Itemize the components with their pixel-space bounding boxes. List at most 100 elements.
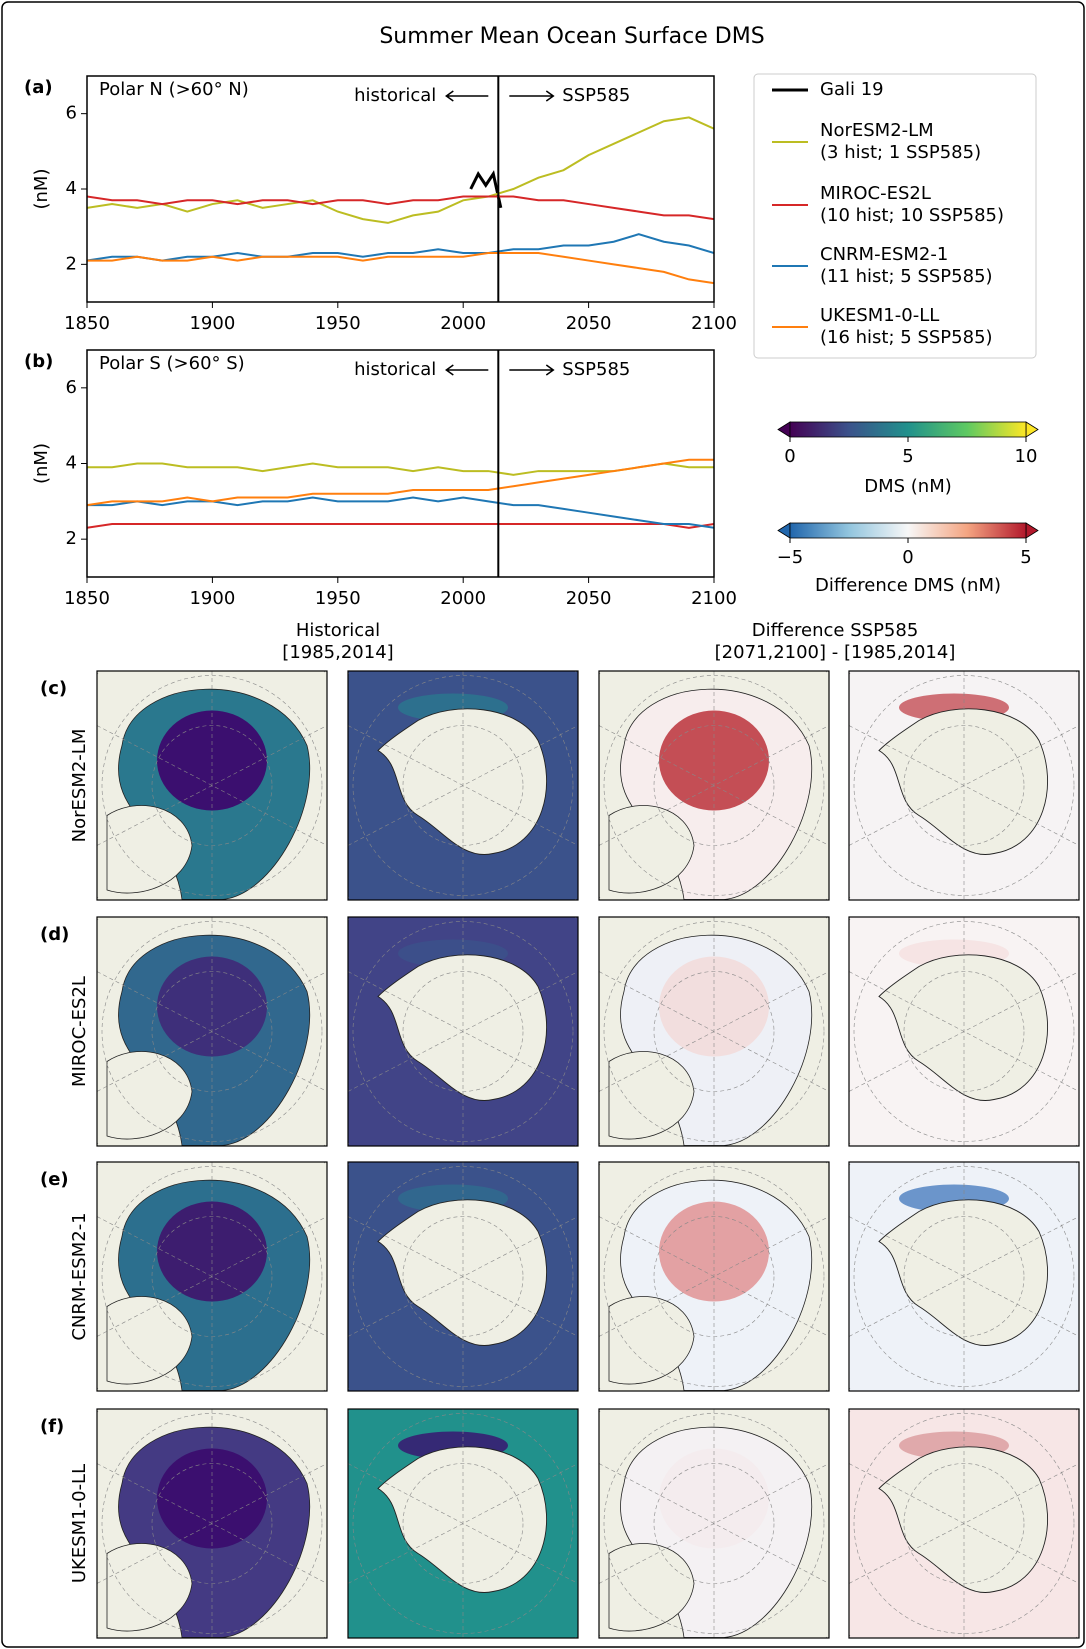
map [849, 1409, 1079, 1638]
series-line [87, 496, 714, 529]
map-graticule [348, 725, 578, 846]
map [97, 1409, 327, 1638]
map-land [608, 1543, 695, 1632]
map-graticule [853, 1166, 1075, 1387]
map-graticule [97, 1463, 327, 1584]
map-graticule [599, 725, 829, 846]
colorbar-tick-label: −5 [777, 547, 804, 568]
map-graticule [849, 971, 1079, 1092]
map-graticule [853, 675, 1075, 896]
x-tick-label: 2100 [691, 588, 737, 609]
map [348, 671, 578, 900]
map-land [106, 805, 193, 894]
map-graticule [151, 1216, 273, 1337]
map-ocean-center [659, 710, 769, 811]
colorbar-tick-label: 0 [902, 547, 913, 568]
colorbar-label: DMS (nM) [864, 476, 952, 497]
map-graticule [849, 1216, 1079, 1337]
row-panel-label: (d) [40, 924, 69, 945]
x-tick-label: 1900 [189, 588, 235, 609]
column-header: Historical [1985,2014] [282, 620, 394, 663]
y-axis-label: (nM) [31, 169, 52, 210]
colorbar-tick-label: 0 [784, 446, 795, 467]
row-panel-label: (f) [40, 1416, 64, 1437]
map-graticule [348, 1216, 578, 1337]
x-tick-label: 1900 [189, 313, 235, 334]
legend-box [753, 73, 1037, 359]
x-tick-label: 2000 [440, 588, 486, 609]
annotation: historical [354, 85, 436, 106]
map-graticule [853, 1413, 1075, 1634]
map [599, 671, 829, 900]
map-land [608, 1296, 695, 1385]
arrow [509, 90, 555, 102]
map-graticule [97, 971, 327, 1092]
map [348, 1162, 578, 1391]
map [348, 917, 578, 1146]
y-tick-label: 2 [66, 253, 77, 274]
map-antarctica [878, 954, 1048, 1101]
panel-label: (a) [24, 77, 53, 98]
y-tick-label: 4 [66, 453, 77, 474]
x-tick-label: 1950 [315, 313, 361, 334]
map [849, 1162, 1079, 1391]
x-tick-label: 1850 [64, 588, 110, 609]
x-tick-label: 2100 [691, 313, 737, 334]
map-graticule [903, 725, 1025, 846]
map-frame [598, 670, 830, 901]
map-antarctica [878, 1446, 1048, 1593]
axes-frame [86, 75, 715, 303]
map-graticule [402, 1463, 524, 1584]
map-graticule [603, 1413, 825, 1634]
annotation: historical [354, 359, 436, 380]
map-graticule [849, 1463, 1079, 1584]
map-frame [96, 916, 328, 1147]
map-graticule [97, 1216, 327, 1337]
map-graticule [849, 725, 1079, 846]
map-frame [96, 670, 328, 901]
series-line [87, 195, 714, 221]
colorbar-tick-label: 10 [1015, 446, 1038, 467]
arrow [445, 90, 489, 102]
map [599, 917, 829, 1146]
map-graticule [97, 725, 327, 846]
colorbar-extend [1025, 522, 1039, 539]
map-graticule [348, 971, 578, 1092]
colorbar [789, 522, 1027, 539]
map-graticule [151, 1463, 273, 1584]
map-graticule [101, 1413, 323, 1634]
x-tick-label: 1950 [315, 588, 361, 609]
colorbar-extend [1025, 421, 1039, 438]
map-ocean-center [157, 1448, 267, 1549]
series-line [87, 116, 714, 224]
map-frame [96, 1161, 328, 1392]
map-frame [347, 916, 579, 1147]
legend-entry: MIROC-ES2L (10 hist; 10 SSP585) [820, 183, 1004, 226]
colorbar-extend [777, 421, 791, 438]
map-graticule [352, 675, 574, 896]
map-graticule [603, 921, 825, 1142]
map-graticule [603, 1166, 825, 1387]
map-ocean-center [659, 1201, 769, 1302]
map-frame [96, 1408, 328, 1639]
map-graticule [653, 725, 775, 846]
map-graticule [348, 1463, 578, 1584]
map-antarctica [377, 708, 547, 855]
map-frame [848, 1408, 1080, 1639]
y-tick-label: 6 [66, 377, 77, 398]
map-frame [347, 1408, 579, 1639]
map-antarctica [878, 708, 1048, 855]
map-graticule [603, 675, 825, 896]
map-antarctica [377, 1446, 547, 1593]
panel-label: (b) [24, 351, 53, 372]
annotation: SSP585 [562, 359, 630, 380]
map-frame [848, 670, 1080, 901]
figure-title: Summer Mean Ocean Surface DMS [379, 24, 764, 49]
map-graticule [101, 921, 323, 1142]
colorbar-tick-label: 5 [1020, 547, 1031, 568]
map-graticule [352, 921, 574, 1142]
y-axis-label: (nM) [31, 443, 52, 484]
map-graticule [653, 971, 775, 1092]
